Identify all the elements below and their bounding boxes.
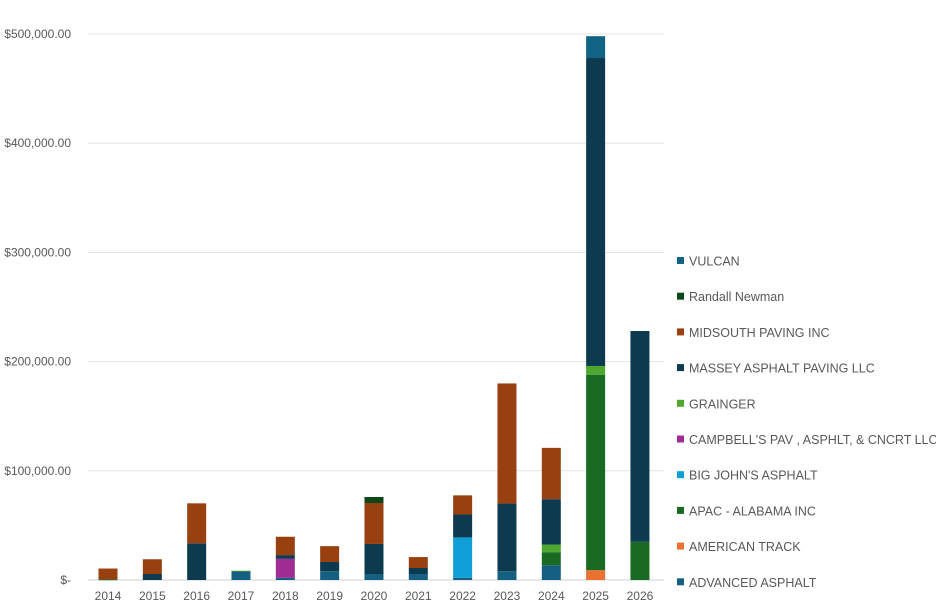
bar-segment <box>408 573 428 580</box>
x-tick-label: 2015 <box>139 589 166 603</box>
x-tick-label: 2023 <box>494 589 521 603</box>
bar-segment <box>364 503 384 544</box>
bar-segment <box>364 573 384 580</box>
bar-segment <box>541 544 561 553</box>
y-tick-label: $100,000.00 <box>4 464 71 478</box>
bar-segment <box>453 514 473 538</box>
bar-segment <box>275 536 295 556</box>
bar-segment <box>408 557 428 568</box>
bar-segment <box>275 555 295 559</box>
legend-marker <box>677 292 684 300</box>
legend-marker <box>677 578 684 586</box>
bar-segment <box>187 503 207 544</box>
bar-segment <box>364 497 384 504</box>
x-tick-label: 2017 <box>228 589 255 603</box>
legend-label: GRAINGER <box>689 397 756 411</box>
legend-label: MASSEY ASPHALT PAVING LLC <box>689 362 875 376</box>
bar-segment <box>630 331 650 542</box>
bar-segment <box>453 577 473 580</box>
legend-label: ADVANCED ASPHALT <box>689 576 817 590</box>
y-tick-label: $- <box>60 573 71 587</box>
y-tick-label: $400,000.00 <box>4 136 71 150</box>
bar-segment <box>275 577 295 580</box>
bar-segment <box>497 383 517 504</box>
x-tick-label: 2026 <box>627 589 654 603</box>
bar-segment <box>541 552 561 566</box>
bar-segment <box>497 571 517 580</box>
y-tick-label: $300,000.00 <box>4 245 71 259</box>
x-tick-label: 2024 <box>538 589 565 603</box>
legend-label: BIG JOHN'S ASPHALT <box>689 469 818 483</box>
legend-label: MIDSOUTH PAVING INC <box>689 326 830 340</box>
bar-segment <box>142 559 162 574</box>
legend-label: VULCAN <box>689 255 740 269</box>
bar-segment <box>231 571 251 580</box>
bar-segment <box>541 499 561 545</box>
x-tick-label: 2016 <box>183 589 210 603</box>
bar-segment <box>541 447 561 500</box>
legend-marker <box>677 435 684 443</box>
bar-segment <box>98 568 118 580</box>
legend-marker <box>677 506 684 514</box>
bar-segment <box>586 365 606 375</box>
legend-marker <box>677 328 684 336</box>
legend-marker <box>677 542 684 550</box>
x-tick-label: 2022 <box>449 589 476 603</box>
legend-label: Randall Newman <box>689 290 784 304</box>
legend-label: AMERICAN TRACK <box>689 540 801 554</box>
bar-segment <box>497 503 517 572</box>
bar-segment <box>98 579 118 581</box>
bar-segment <box>231 570 251 572</box>
x-tick-label: 2020 <box>361 589 388 603</box>
legend-marker <box>677 364 684 372</box>
x-tick-label: 2019 <box>316 589 343 603</box>
x-tick-label: 2018 <box>272 589 299 603</box>
legend-label: APAC - ALABAMA INC <box>689 504 816 518</box>
y-tick-label: $200,000.00 <box>4 355 71 369</box>
x-tick-label: 2025 <box>582 589 609 603</box>
bar-segment <box>541 565 561 580</box>
legend-marker <box>677 399 684 407</box>
bar-segment <box>586 570 606 580</box>
bar-segment <box>586 58 606 366</box>
legend-marker <box>677 471 684 479</box>
bar-segment <box>453 495 473 515</box>
bar-segment <box>320 571 340 580</box>
bar-segment <box>408 567 428 574</box>
bar-segment <box>320 561 340 572</box>
bar-segment <box>586 374 606 571</box>
bar-segment <box>630 541 650 580</box>
bar-segment <box>453 537 473 578</box>
bar-segment <box>142 573 162 580</box>
bar-segment <box>275 558 295 578</box>
x-tick-label: 2014 <box>95 589 122 603</box>
y-tick-label: $500,000.00 <box>4 27 71 41</box>
legend-marker <box>677 257 684 264</box>
bar-segment <box>187 543 207 580</box>
bar-segment <box>364 543 384 574</box>
bar-segment <box>586 36 606 59</box>
x-tick-label: 2021 <box>405 589 432 603</box>
legend-label: CAMPBELL'S PAV , ASPHLT, & CNCRT LLC <box>689 433 936 447</box>
bar-segment <box>320 546 340 562</box>
